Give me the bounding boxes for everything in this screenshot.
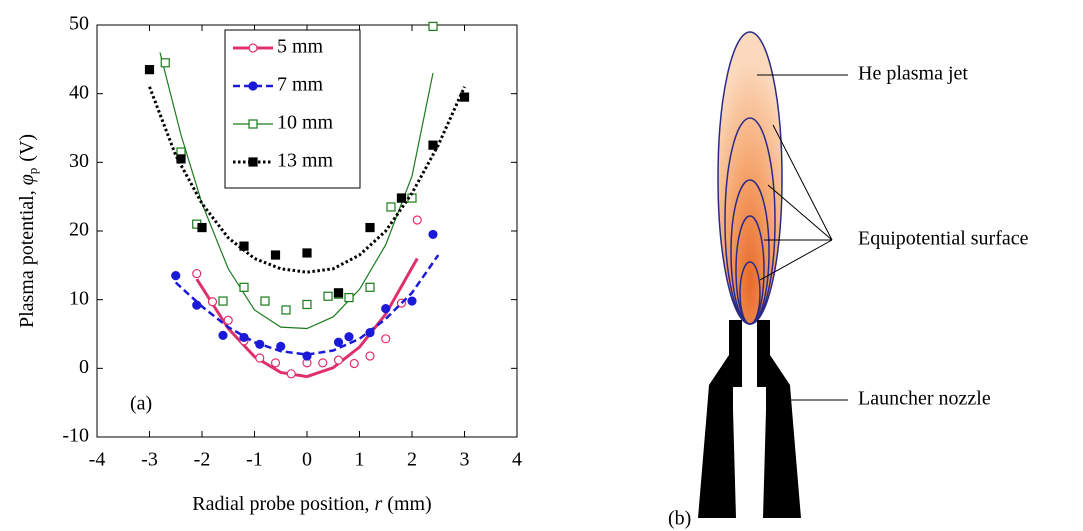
marker [270, 358, 281, 368]
leader-line [767, 184, 833, 241]
y-tick-label: 10 [69, 287, 89, 309]
x-tick-label: -4 [89, 449, 106, 471]
marker [365, 328, 375, 338]
x-label-symbol: r [374, 493, 382, 515]
marker [270, 250, 281, 260]
marker [344, 293, 354, 303]
marker [412, 215, 422, 225]
panel-label: (b) [668, 508, 691, 530]
fit-line [195, 257, 419, 379]
y-axis-label: Plasma potential, φp (V) [16, 134, 40, 328]
legend-label: 13 mm [277, 150, 334, 172]
legend-marker [248, 157, 258, 167]
legend-box [224, 29, 361, 189]
fit-line [148, 86, 466, 274]
marker [160, 58, 170, 68]
marker [407, 296, 417, 306]
marker [381, 303, 391, 314]
legend-marker [248, 81, 258, 91]
jet-label: He plasma jet [858, 63, 968, 85]
marker [176, 154, 186, 164]
x-label-text: Radial probe position, [192, 493, 374, 515]
marker [239, 282, 249, 292]
y-tick-label: 20 [69, 219, 89, 241]
y-tick-label: 0 [79, 356, 89, 378]
nozzle-right [757, 320, 801, 518]
x-tick-label: 1 [355, 449, 365, 471]
y-label-sub: p [25, 168, 40, 175]
marker [281, 305, 291, 315]
marker [365, 351, 375, 361]
marker [365, 282, 375, 292]
marker [333, 355, 344, 365]
y-label-unit: (V) [16, 134, 38, 162]
equipotential [739, 261, 761, 325]
y-label-text: Plasma potential, [16, 185, 38, 328]
x-tick-label: -1 [246, 449, 263, 471]
marker [255, 353, 265, 363]
marker [349, 358, 359, 369]
x-label-unit: (mm) [387, 493, 431, 515]
marker [218, 296, 228, 306]
marker [318, 358, 328, 368]
fit-line [159, 52, 434, 330]
marker [239, 241, 249, 251]
marker [323, 291, 333, 301]
marker [239, 332, 249, 343]
legend-marker [248, 119, 258, 129]
y-tick-label: 40 [69, 81, 89, 103]
marker [302, 248, 312, 258]
marker [428, 140, 438, 150]
marker [171, 271, 181, 281]
marker [218, 330, 228, 340]
legend-label: 5 mm [277, 36, 324, 58]
leaders [757, 74, 848, 401]
nozzle-label: Launcher nozzle [858, 388, 991, 410]
fit-line [174, 254, 440, 356]
x-axis-label: Radial probe position, r (mm) [192, 493, 431, 515]
leader-line [772, 124, 833, 241]
marker [192, 300, 202, 310]
marker [255, 339, 265, 349]
marker [260, 296, 270, 306]
nozzle-left [698, 320, 742, 518]
marker [223, 315, 233, 325]
surface-label: Equipotential surface [858, 228, 1029, 250]
marker [207, 297, 218, 307]
marker [192, 268, 202, 279]
marker [428, 21, 438, 31]
marker [428, 229, 438, 240]
marker [396, 193, 407, 203]
x-tick-label: 3 [460, 449, 470, 471]
plasma-diagram: He plasma jet Equipotential surface Laun… [668, 31, 1029, 530]
x-tick-label: 2 [407, 449, 417, 471]
marker [302, 351, 312, 361]
y-label-symbol: φ [16, 174, 38, 185]
x-tick-label: -3 [141, 449, 158, 471]
y-tick-label: -10 [62, 425, 89, 447]
marker [381, 334, 391, 344]
leader-line [759, 239, 833, 281]
marker [386, 202, 396, 212]
marker [197, 222, 207, 233]
marker [333, 288, 344, 298]
marker [333, 337, 344, 347]
x-tick-label: -2 [194, 449, 211, 471]
marker [276, 341, 286, 351]
marker [286, 369, 296, 379]
legend-label: 10 mm [277, 112, 334, 134]
marker [144, 65, 155, 75]
marker [365, 222, 375, 233]
marker [459, 92, 470, 102]
x-tick-label: 4 [512, 449, 522, 471]
panel-label: (a) [130, 393, 152, 415]
y-tick-label: 30 [69, 150, 89, 172]
legend-label: 7 mm [277, 74, 324, 96]
x-tick-label: 0 [302, 449, 312, 471]
marker [302, 299, 312, 310]
marker [344, 332, 354, 342]
legend-marker [248, 43, 258, 53]
y-tick-label: 50 [69, 13, 89, 35]
